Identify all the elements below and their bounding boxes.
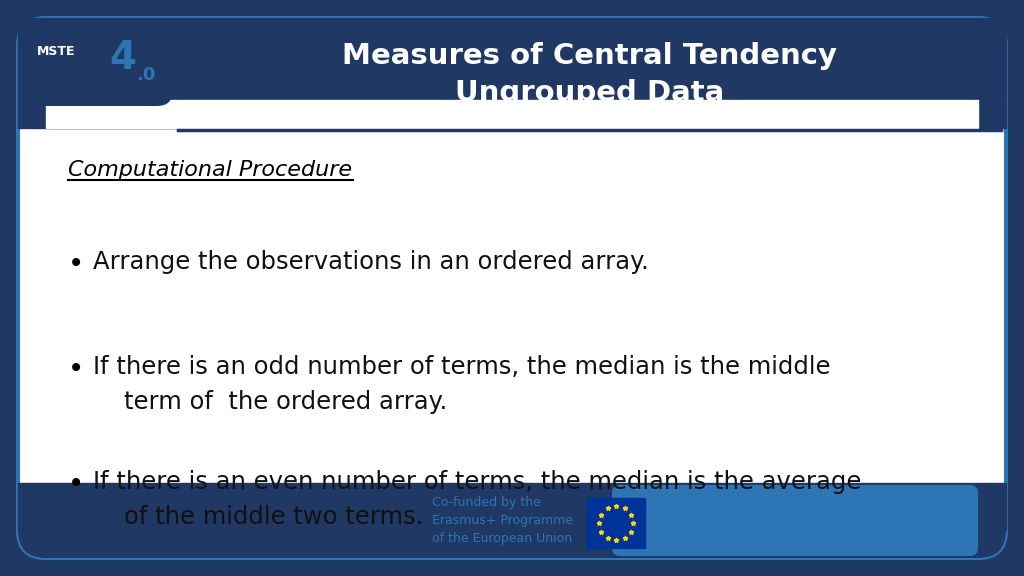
Bar [18, 483, 1006, 530]
Text: •: • [68, 470, 84, 498]
FancyBboxPatch shape [18, 18, 173, 106]
Bar [18, 100, 1006, 128]
Text: Arrange the observations in an ordered array.: Arrange the observations in an ordered a… [93, 250, 649, 274]
Text: If there is an even number of terms, the median is the average
    of the middle: If there is an even number of terms, the… [93, 470, 861, 529]
FancyBboxPatch shape [18, 18, 1006, 558]
Bar [18, 18, 1006, 100]
Bar [587, 498, 645, 548]
Bar [46, 46, 978, 128]
Text: If there is an odd number of terms, the median is the middle
    term of  the or: If there is an odd number of terms, the … [93, 355, 830, 414]
Text: •: • [68, 355, 84, 383]
FancyBboxPatch shape [18, 483, 1006, 558]
Text: 4: 4 [110, 39, 136, 77]
Text: .0: .0 [136, 66, 156, 84]
FancyBboxPatch shape [612, 485, 978, 556]
FancyBboxPatch shape [18, 18, 1006, 128]
Text: •: • [68, 250, 84, 278]
Bar [46, 100, 978, 128]
Text: Measures of Central Tendency: Measures of Central Tendency [342, 43, 837, 70]
Text: MSTE: MSTE [37, 45, 75, 58]
Text: Ungrouped Data: Ungrouped Data [455, 79, 724, 107]
Text: Computational Procedure: Computational Procedure [68, 160, 352, 180]
Text: Co-funded by the
Erasmus+ Programme
of the European Union: Co-funded by the Erasmus+ Programme of t… [432, 496, 573, 545]
